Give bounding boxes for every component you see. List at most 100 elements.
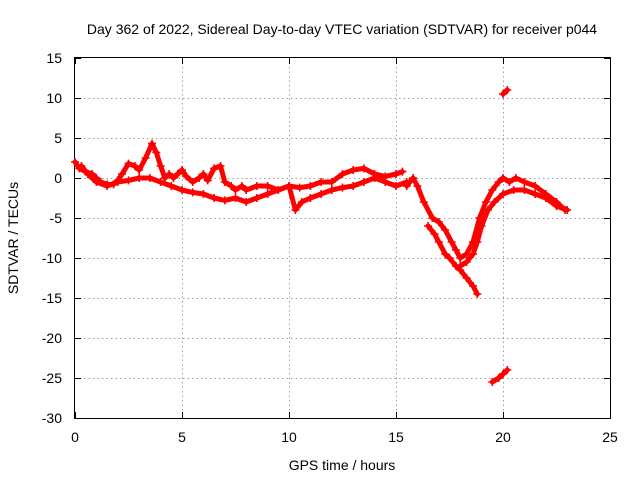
data-point bbox=[447, 238, 456, 246]
y-tick-label: -5 bbox=[50, 210, 63, 226]
data-point bbox=[469, 282, 478, 290]
series-4 bbox=[424, 222, 482, 298]
data-point bbox=[182, 172, 191, 181]
data-point bbox=[145, 174, 154, 182]
data-point bbox=[456, 262, 465, 270]
data-point bbox=[173, 170, 182, 178]
y-tick-label: 5 bbox=[54, 130, 62, 146]
data-point bbox=[92, 178, 101, 186]
y-tick-label: -15 bbox=[42, 290, 62, 306]
data-point bbox=[167, 182, 176, 190]
data-point bbox=[237, 182, 246, 190]
data-point bbox=[77, 162, 86, 170]
data-point bbox=[274, 186, 283, 194]
data-point bbox=[398, 167, 407, 176]
data-point bbox=[165, 170, 174, 178]
data-point bbox=[381, 178, 390, 186]
data-point bbox=[499, 370, 507, 378]
data-point bbox=[473, 238, 482, 246]
data-point bbox=[349, 182, 358, 190]
data-point bbox=[124, 176, 133, 185]
data-point bbox=[509, 186, 518, 194]
data-point bbox=[531, 190, 540, 198]
data-point bbox=[499, 174, 507, 182]
data-point bbox=[424, 222, 433, 230]
data-point bbox=[295, 183, 304, 192]
data-point bbox=[552, 202, 561, 210]
data-point bbox=[216, 162, 225, 170]
data-point bbox=[473, 290, 482, 298]
data-point bbox=[503, 366, 512, 374]
data-point bbox=[242, 186, 251, 194]
data-point bbox=[178, 186, 186, 194]
data-point bbox=[306, 194, 315, 202]
data-point bbox=[359, 164, 368, 173]
data-point bbox=[130, 162, 139, 170]
data-point bbox=[434, 238, 443, 246]
data-point bbox=[541, 194, 550, 202]
x-axis-label: GPS time / hours bbox=[289, 457, 396, 473]
y-tick-label: 0 bbox=[54, 170, 62, 186]
data-point bbox=[456, 254, 465, 262]
data-point bbox=[520, 178, 529, 186]
data-point bbox=[252, 182, 261, 190]
data-point bbox=[488, 378, 497, 386]
data-point bbox=[141, 154, 150, 162]
data-point bbox=[531, 182, 540, 190]
series-track bbox=[425, 223, 480, 297]
data-point bbox=[285, 182, 293, 190]
data-point bbox=[135, 166, 144, 174]
data-point bbox=[156, 178, 165, 186]
data-point bbox=[499, 190, 507, 198]
data-point bbox=[370, 174, 379, 182]
data-point bbox=[349, 166, 358, 174]
plot-frame bbox=[74, 57, 611, 419]
series-5 bbox=[456, 186, 572, 270]
data-point bbox=[488, 186, 497, 194]
data-point bbox=[199, 190, 208, 198]
data-point bbox=[210, 164, 219, 173]
data-point bbox=[419, 198, 428, 206]
y-axis-label: SDTVAR / TECUs bbox=[5, 182, 21, 294]
data-point bbox=[156, 162, 165, 170]
data-point bbox=[178, 166, 186, 174]
data-point bbox=[430, 230, 439, 238]
data-point bbox=[291, 206, 300, 214]
data-point bbox=[520, 186, 529, 194]
series-6 bbox=[488, 366, 512, 386]
y-tick-label: 10 bbox=[46, 90, 62, 106]
data-point bbox=[434, 218, 443, 226]
data-point bbox=[83, 170, 92, 178]
data-point bbox=[135, 174, 144, 182]
data-point bbox=[252, 194, 261, 202]
data-point bbox=[481, 198, 490, 206]
data-point bbox=[327, 178, 336, 186]
data-point bbox=[103, 182, 112, 190]
y-tick-label: -30 bbox=[42, 410, 62, 426]
data-point bbox=[297, 198, 306, 206]
data-point bbox=[317, 178, 326, 186]
data-point bbox=[462, 274, 471, 282]
data-point bbox=[441, 250, 450, 258]
y-tick-label: 15 bbox=[46, 50, 62, 66]
data-point bbox=[484, 206, 493, 214]
x-tick-label: 10 bbox=[281, 429, 297, 445]
data-point bbox=[462, 258, 471, 266]
data-point bbox=[210, 194, 219, 202]
x-tick-label: 0 bbox=[71, 429, 79, 445]
data-point bbox=[428, 214, 437, 222]
x-tick-label: 25 bbox=[602, 429, 618, 445]
data-point bbox=[469, 250, 478, 258]
data-point bbox=[220, 178, 229, 186]
data-point bbox=[195, 174, 204, 182]
data-point bbox=[263, 182, 272, 190]
data-point bbox=[402, 182, 411, 190]
data-layer bbox=[71, 86, 572, 386]
data-point bbox=[152, 148, 161, 157]
data-point bbox=[338, 170, 347, 178]
data-point bbox=[169, 174, 178, 182]
series-2 bbox=[77, 162, 411, 214]
axis-ticks bbox=[75, 58, 611, 419]
x-tick-label: 5 bbox=[178, 429, 186, 445]
